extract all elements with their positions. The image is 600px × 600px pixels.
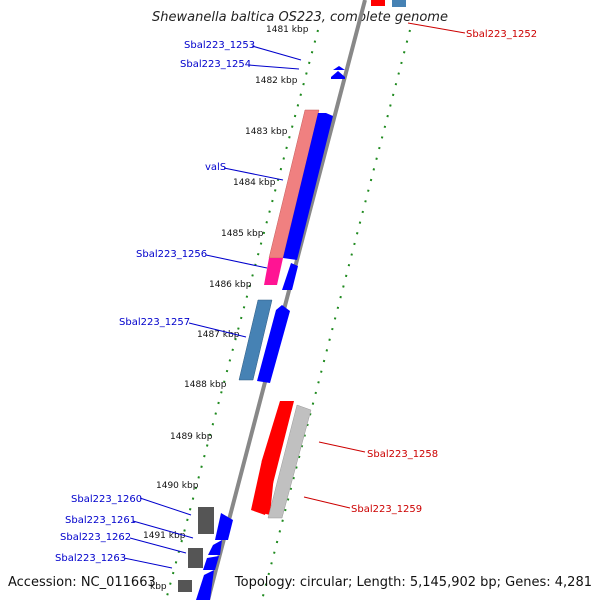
tick-label: 1487 kbp — [197, 330, 240, 340]
gene-label: Sbal223_1253 — [184, 40, 255, 51]
right-leader-lines — [303, 22, 466, 509]
gene-label: Sbal223_1261 — [65, 515, 136, 526]
gene-arrow — [333, 66, 345, 70]
left-leader-lines — [123, 45, 302, 569]
tick-label: 1484 kbp — [233, 178, 276, 188]
gene-arrow-1261 — [208, 540, 222, 555]
tick-label: 1482 kbp — [255, 76, 298, 86]
gene-label: Sbal223_1260 — [71, 494, 142, 505]
gene-arrow-1256 — [282, 263, 298, 290]
tick-label: 1491 kbp — [143, 531, 186, 541]
gene-label: Sbal223_1254 — [180, 59, 251, 70]
tick-label: 1490 kbp — [156, 481, 199, 491]
gene-label: Sbal223_1259 — [351, 504, 422, 515]
gene-label: Sbal223_1263 — [55, 553, 126, 564]
gene-label: Sbal223_1252 — [466, 29, 537, 40]
tick-label: 1485 kbp — [221, 229, 264, 239]
gene-feature-top-blue — [392, 0, 406, 7]
kbp-tick-labels: 1481 kbp 1482 kbp 1483 kbp 1484 kbp 1485… — [143, 25, 309, 592]
tick-label: 1489 kbp — [170, 432, 213, 442]
topology-text: Topology: circular; Length: 5,145,902 bp… — [234, 575, 592, 590]
tick-label: 1486 kbp — [209, 280, 252, 290]
gene-feature-1258-arrow — [254, 455, 276, 515]
tick-label: 1488 kbp — [184, 380, 227, 390]
gene-arrow-1260 — [215, 513, 233, 540]
accession-text: Accession: NC_011663 — [8, 575, 156, 590]
gene-arrow-1262 — [203, 556, 219, 570]
left-gene-labels: Sbal223_1253 Sbal223_1254 valS Sbal223_1… — [55, 40, 255, 564]
genome-backbone — [206, 0, 367, 600]
gene-feature-top-red — [371, 0, 385, 6]
gene-arrow-1257 — [257, 305, 290, 383]
gene-label: valS — [205, 162, 226, 173]
gene-label: Sbal223_1256 — [136, 249, 207, 260]
map-title: Shewanella baltica OS223, complete genom… — [152, 10, 448, 25]
right-gene-labels: Sbal223_1252 Sbal223_1258 Sbal223_1259 — [351, 29, 537, 515]
gene-feature-bottom — [178, 580, 192, 592]
gene-label: Sbal223_1258 — [367, 449, 438, 460]
gene-label: Sbal223_1257 — [119, 317, 190, 328]
gene-feature-1259 — [267, 404, 312, 519]
gene-arrow — [331, 71, 345, 79]
gene-label: Sbal223_1262 — [60, 532, 131, 543]
gene-feature-1256 — [264, 258, 283, 285]
gene-feature-1260 — [198, 507, 214, 534]
gene-feature-1257 — [238, 299, 273, 381]
tick-label: kbp — [150, 582, 167, 592]
gene-feature-1262 — [188, 548, 203, 568]
gene-arrow-1263 — [196, 570, 214, 600]
gene-arrow-valS — [283, 113, 333, 260]
tick-label: 1483 kbp — [245, 127, 288, 137]
tick-label: 1481 kbp — [266, 25, 309, 35]
